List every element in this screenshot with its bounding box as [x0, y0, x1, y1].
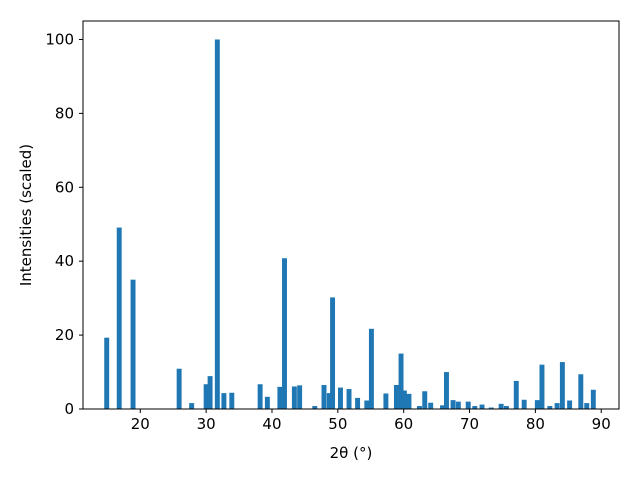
y-tick-label: 60	[55, 178, 74, 196]
bar	[291, 386, 297, 409]
bar	[364, 400, 370, 409]
bar	[130, 279, 136, 409]
x-tick-label: 90	[592, 415, 611, 433]
bar	[559, 362, 565, 409]
bar	[257, 384, 263, 409]
bars-group	[104, 39, 596, 409]
bar	[472, 406, 478, 409]
bar	[539, 364, 545, 409]
bar	[444, 372, 449, 409]
bar	[465, 401, 471, 409]
y-tick-label: 100	[45, 30, 74, 48]
bar	[203, 384, 209, 409]
y-axis-label: Intensities (scaled)	[17, 144, 35, 286]
bar	[176, 368, 182, 409]
bar	[488, 407, 494, 409]
bar	[534, 400, 540, 409]
bar	[326, 393, 332, 409]
bar	[547, 406, 553, 409]
bar	[207, 376, 213, 409]
bar	[214, 39, 220, 409]
bar	[422, 391, 428, 409]
x-tick-label: 20	[131, 415, 150, 433]
bar	[401, 390, 407, 409]
bar	[221, 393, 227, 409]
bar	[450, 400, 456, 409]
bar	[116, 227, 122, 409]
x-axis-label: 2θ (°)	[330, 444, 373, 462]
bar	[282, 258, 287, 409]
bar	[479, 404, 485, 409]
x-tick-label: 60	[394, 415, 413, 433]
x-tick-label: 80	[526, 415, 545, 433]
bar	[578, 374, 584, 409]
x-tick-label: 40	[262, 415, 281, 433]
bar	[554, 403, 560, 409]
bar	[513, 380, 519, 409]
bar	[428, 402, 434, 409]
y-tick-label: 80	[55, 104, 74, 122]
bar	[321, 384, 327, 409]
bar	[440, 405, 445, 409]
bar	[406, 393, 412, 409]
y-tick-label: 0	[64, 400, 74, 418]
bar	[189, 403, 195, 409]
y-tick-label: 40	[55, 252, 74, 270]
bar	[229, 392, 235, 409]
bar	[383, 393, 389, 409]
bar	[338, 387, 343, 409]
bar	[498, 403, 504, 409]
bar	[277, 386, 283, 409]
x-tick-label: 30	[197, 415, 216, 433]
y-tick-label: 20	[55, 326, 74, 344]
bar	[264, 396, 270, 409]
bar	[455, 401, 461, 409]
bar	[417, 406, 422, 409]
bar	[590, 389, 596, 409]
bar	[584, 403, 590, 409]
bar	[398, 353, 404, 409]
bar	[355, 397, 361, 409]
x-axis: 20 30 40 50 60 70 80 90	[131, 409, 611, 433]
bar	[368, 328, 374, 409]
bar	[104, 337, 110, 409]
x-tick-label: 50	[328, 415, 347, 433]
bar	[393, 384, 399, 409]
bar	[346, 389, 352, 409]
x-tick-label: 70	[460, 415, 479, 433]
y-axis: 0 20 40 60 80 100	[45, 30, 83, 418]
bar	[521, 399, 527, 409]
plot-frame	[82, 20, 620, 410]
bar	[567, 400, 573, 409]
bar	[330, 297, 336, 409]
bar	[312, 406, 318, 409]
bar	[297, 385, 303, 409]
bar	[503, 406, 509, 409]
